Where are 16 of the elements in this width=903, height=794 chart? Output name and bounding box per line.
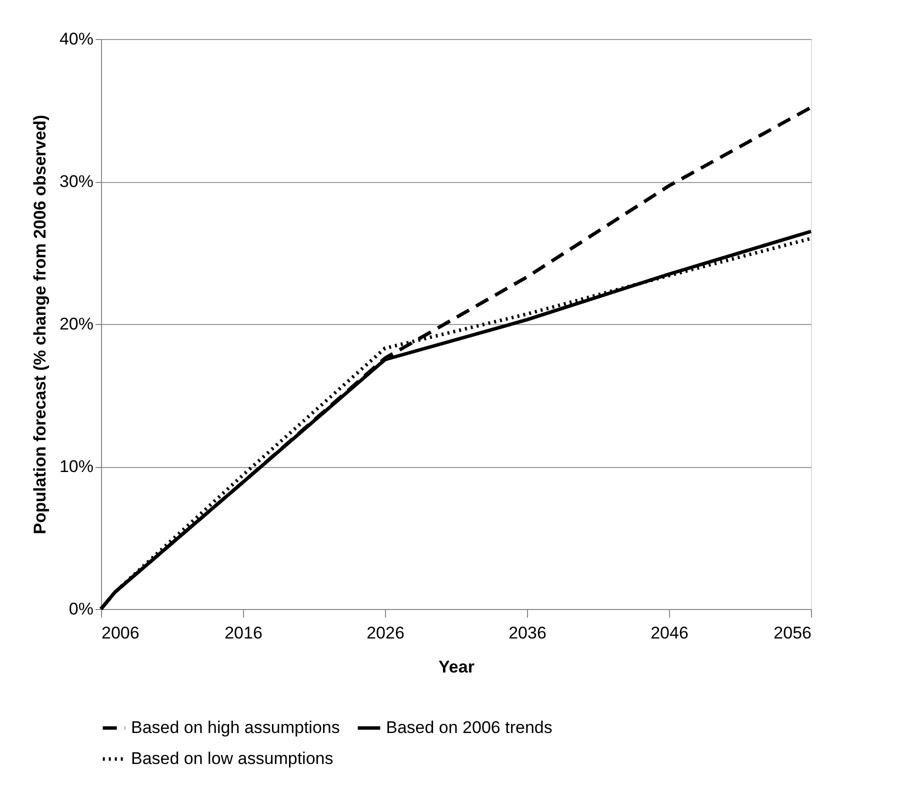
x-tick-label: 2026: [366, 624, 404, 642]
y-tick-label: 20%: [59, 314, 94, 334]
legend-label: Based on low assumptions: [131, 749, 334, 768]
x-tick-label: 2046: [650, 624, 688, 642]
y-tick-label: 30%: [59, 172, 94, 191]
y-tick-label: 40%: [59, 30, 94, 48]
x-tick-label: 2016: [224, 624, 262, 642]
y-tick-label: 10%: [59, 457, 94, 476]
legend-label: Based on 2006 trends: [386, 718, 552, 737]
x-axis-title: Year: [438, 658, 475, 676]
legend-label: Based on high assumptions: [131, 718, 340, 737]
y-tick-label: 0%: [68, 600, 94, 618]
x-tick-label: 2006: [102, 624, 140, 642]
y-axis-title: Population forecast (% change from 2006 observed): [30, 114, 50, 534]
x-tick-label: 2056: [774, 624, 812, 642]
x-tick-label: 2036: [508, 624, 546, 642]
